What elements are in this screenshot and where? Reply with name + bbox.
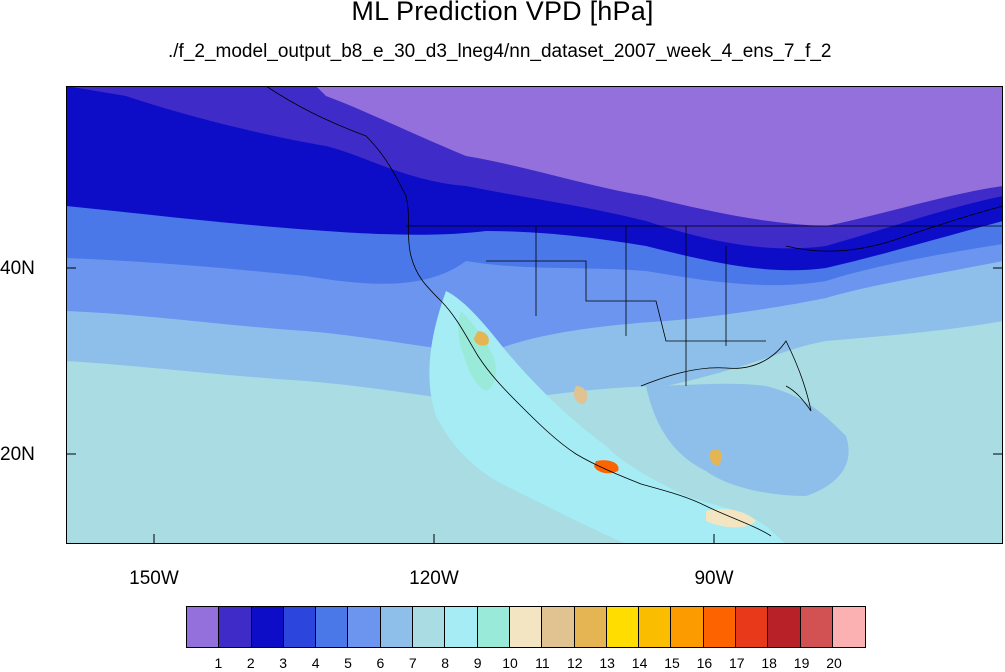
colorbar-swatch: [283, 607, 317, 647]
colorbar-label: 3: [279, 655, 288, 671]
colorbar-label: 8: [441, 655, 450, 671]
colorbar-swatch: [251, 607, 284, 647]
lat-label-20n: 20N: [0, 444, 35, 465]
map-title: ML Prediction VPD [hPa]: [351, 0, 654, 26]
lat-label-40n: 40N: [0, 258, 35, 279]
colorbar-swatch: [800, 607, 833, 647]
coastlines: [265, 86, 1003, 537]
colorbar-swatch: [413, 607, 446, 647]
colorbar-label: 9: [473, 655, 482, 671]
colorbar-label: 2: [246, 655, 255, 671]
colorbar-swatch: [380, 607, 414, 647]
colorbar-label: 7: [408, 655, 417, 671]
colorbar-swatch: [316, 607, 349, 647]
colorbar-swatch: [187, 607, 220, 647]
hot-spot-2: [594, 460, 619, 474]
colorbar-label: 14: [631, 655, 648, 671]
colorbar-swatch: [542, 607, 575, 647]
colorbar-label: 13: [599, 655, 615, 671]
lon-label-120w: 120W: [409, 568, 459, 589]
colorbar-label: 6: [376, 655, 385, 671]
colorbar-label: 15: [664, 655, 680, 671]
colorbar-label: 1: [214, 655, 223, 671]
colorbar-swatch: [639, 607, 672, 647]
colorbar-label: 18: [761, 655, 777, 671]
colorbar-label: 19: [793, 655, 810, 671]
hot-spot-3: [706, 509, 756, 528]
map-subtitle: ./f_2_model_output_b8_e_30_d3_lneg4/nn_d…: [168, 41, 832, 62]
colorbar-swatch: [606, 607, 640, 647]
colorbar-label: 17: [729, 655, 745, 671]
colorbar-label: 5: [344, 655, 352, 671]
colorbar-swatch: [445, 607, 478, 647]
colorbar-label: 10: [502, 655, 518, 671]
colorbar-swatch: [671, 607, 704, 647]
colorbar-swatch: [574, 607, 607, 647]
colorbar: [186, 606, 867, 648]
mexico-region: [429, 291, 786, 544]
hot-spot-4: [573, 386, 588, 404]
colorbar-label: 16: [696, 655, 713, 671]
band-1: [316, 86, 1003, 226]
vpd-map: [66, 86, 1003, 544]
map-frame: [66, 86, 1003, 544]
lon-label-150w: 150W: [129, 568, 179, 589]
colorbar-swatch: [768, 607, 801, 647]
gulf-region: [646, 383, 849, 496]
baja-warm: [458, 311, 496, 391]
map-panel: [66, 86, 1003, 544]
colorbar-swatch: [509, 607, 543, 647]
map-ticks: [66, 267, 1003, 544]
colorbar-swatch: [703, 607, 737, 647]
colorbar-label: 11: [535, 655, 550, 671]
colorbar-swatch: [219, 607, 252, 647]
colorbar-swatch: [348, 607, 381, 647]
lon-label-90w: 90W: [694, 568, 734, 589]
colorbar-swatch: [477, 607, 510, 647]
colorbar-label: 12: [567, 655, 583, 671]
colorbar-label: 20: [826, 655, 842, 671]
colorbar-label: 4: [311, 655, 320, 671]
colorbar-swatch: [832, 607, 866, 647]
colorbar-swatch: [736, 607, 769, 647]
hot-spot-1: [474, 331, 489, 346]
hot-spot-5: [709, 449, 722, 466]
